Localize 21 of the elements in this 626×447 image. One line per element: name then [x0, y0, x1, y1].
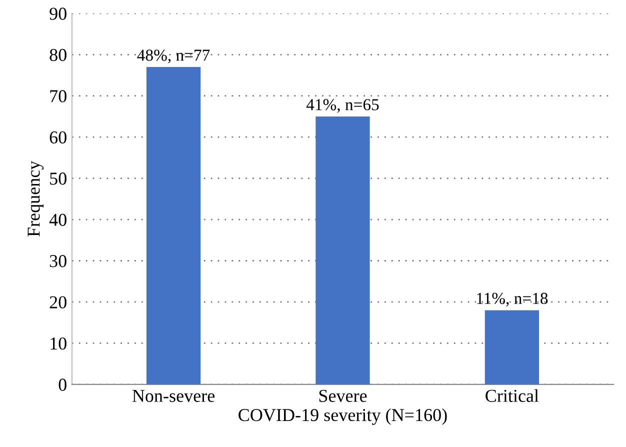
y-tick-label: 60 [50, 131, 66, 144]
y-tick-label: 30 [50, 255, 66, 268]
x-axis-title: COVID-19 severity (N=160) [238, 408, 447, 425]
y-tick-label: 40 [49, 214, 66, 226]
y-tick-label: 20 [50, 296, 66, 308]
y-tick-label: 10 [50, 337, 66, 350]
data-label: 48%, n=77 [137, 50, 210, 64]
y-tick-label: 50 [50, 172, 66, 185]
y-tick-label: 70 [50, 90, 66, 102]
y-axis-title: Frequency [28, 160, 44, 236]
bar [146, 67, 201, 384]
x-tick-label: Severe [319, 390, 367, 402]
data-label: 41%, n=65 [306, 99, 379, 113]
x-tick-label: Non-severe [132, 390, 214, 402]
y-tick-label: 90 [50, 8, 66, 20]
y-tick-label: 80 [50, 48, 66, 62]
bar [316, 116, 370, 384]
data-label: 11%, n=18 [477, 292, 548, 306]
y-tick-label: 0 [58, 378, 66, 391]
bar [484, 310, 540, 384]
x-tick-label: Critical [486, 389, 539, 402]
